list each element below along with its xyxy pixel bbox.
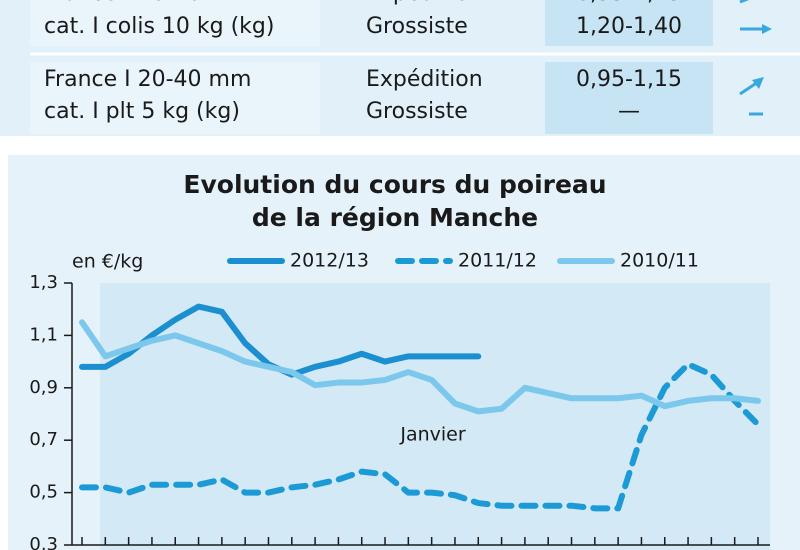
product: cat. I colis 10 kg (kg) — [44, 14, 274, 39]
legend-label: 2010/11 — [620, 250, 699, 272]
series-line — [79, 361, 761, 512]
price: 1,20-1,40 — [576, 14, 682, 39]
chart-title: de la région Manche — [252, 203, 538, 232]
cell — [30, 0, 320, 46]
chart: Evolution du cours du poireau de la régio… — [29, 170, 770, 550]
price: 0,95-1,15 — [576, 0, 682, 6]
y-tick-label: 1,1 — [29, 324, 58, 345]
series-line — [79, 319, 761, 415]
y-tick-label: 0,5 — [29, 482, 58, 503]
market: Grossiste — [366, 14, 468, 39]
annotation: Janvier — [399, 424, 466, 446]
product: France I 20-40 mm — [44, 0, 251, 6]
y-tick-label: 0,7 — [29, 429, 58, 450]
y-tick-label: 0,9 — [29, 377, 58, 398]
y-tick-label: 1,3 — [29, 272, 58, 293]
market: Grossiste — [366, 99, 468, 124]
market: Expédition — [366, 67, 483, 92]
cell — [545, 0, 713, 46]
market: Expédition — [366, 0, 483, 6]
legend-label: 2011/12 — [458, 250, 537, 272]
product: cat. I plt 5 kg (kg) — [44, 99, 240, 124]
arrowhead — [762, 24, 772, 34]
arrowhead — [752, 77, 764, 89]
y-axis-label: en €/kg — [72, 251, 143, 273]
plot-area — [100, 283, 770, 550]
chart-title: Evolution du cours du poireau — [183, 170, 606, 199]
cell — [545, 62, 713, 134]
price: 0,95-1,15 — [576, 67, 682, 92]
arrow-up — [739, 0, 750, 4]
product: France I 20-40 mm — [44, 67, 251, 92]
legend-label: 2012/13 — [290, 250, 369, 272]
arrow-up — [739, 80, 759, 96]
y-tick-label: 0,3 — [29, 534, 58, 550]
price: — — [618, 99, 640, 124]
trend-icons — [739, 0, 772, 116]
cell — [30, 62, 320, 134]
